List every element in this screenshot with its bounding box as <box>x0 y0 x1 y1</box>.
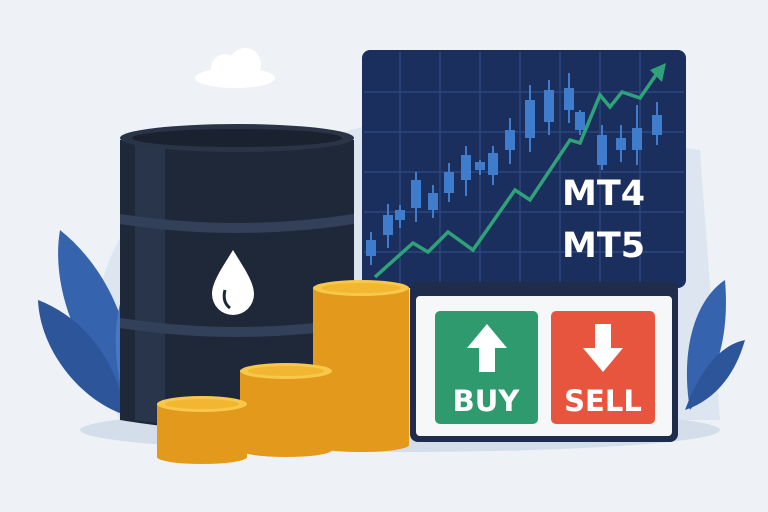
buy-label: BUY <box>453 384 521 418</box>
arrow-down-icon <box>583 324 623 372</box>
platform-label-mt4: MT4 <box>562 174 645 214</box>
candlestick <box>461 146 471 196</box>
candlestick <box>525 85 535 152</box>
buy-button[interactable]: BUY <box>435 311 538 424</box>
candlestick <box>652 102 662 145</box>
oil-drop-icon <box>212 250 254 315</box>
candlestick <box>505 118 515 164</box>
candlestick <box>395 205 405 228</box>
candlestick <box>444 163 454 202</box>
candlestick <box>616 125 626 162</box>
candlestick <box>428 185 438 218</box>
arrow-up-icon <box>467 324 507 372</box>
candlestick <box>488 146 498 185</box>
trade-panel: BUY SELL <box>410 282 678 442</box>
sell-label: SELL <box>564 384 642 418</box>
candlestick <box>564 73 574 123</box>
candlestick <box>411 172 421 222</box>
candlesticks <box>366 73 662 265</box>
trend-arrow-head <box>650 63 666 82</box>
candlestick <box>544 80 554 135</box>
candlestick <box>383 204 393 248</box>
coin-stack-left <box>157 396 247 464</box>
trend-line <box>373 71 660 279</box>
candlestick <box>366 232 376 265</box>
coin-stack-middle <box>240 363 332 457</box>
sell-button[interactable]: SELL <box>551 311 655 424</box>
chart-panel: MT4 MT5 <box>362 50 686 288</box>
candlestick <box>475 160 485 175</box>
candlestick <box>632 105 642 165</box>
platform-label-mt5: MT5 <box>562 226 645 266</box>
candlestick <box>597 125 607 170</box>
coin-stacks <box>157 280 409 464</box>
candlestick <box>575 110 585 135</box>
coin-stack-right <box>313 280 409 452</box>
cloud-icon <box>195 48 275 88</box>
right-leaves <box>685 280 745 410</box>
oil-barrel-icon <box>120 124 354 430</box>
chart-grid <box>364 52 684 286</box>
